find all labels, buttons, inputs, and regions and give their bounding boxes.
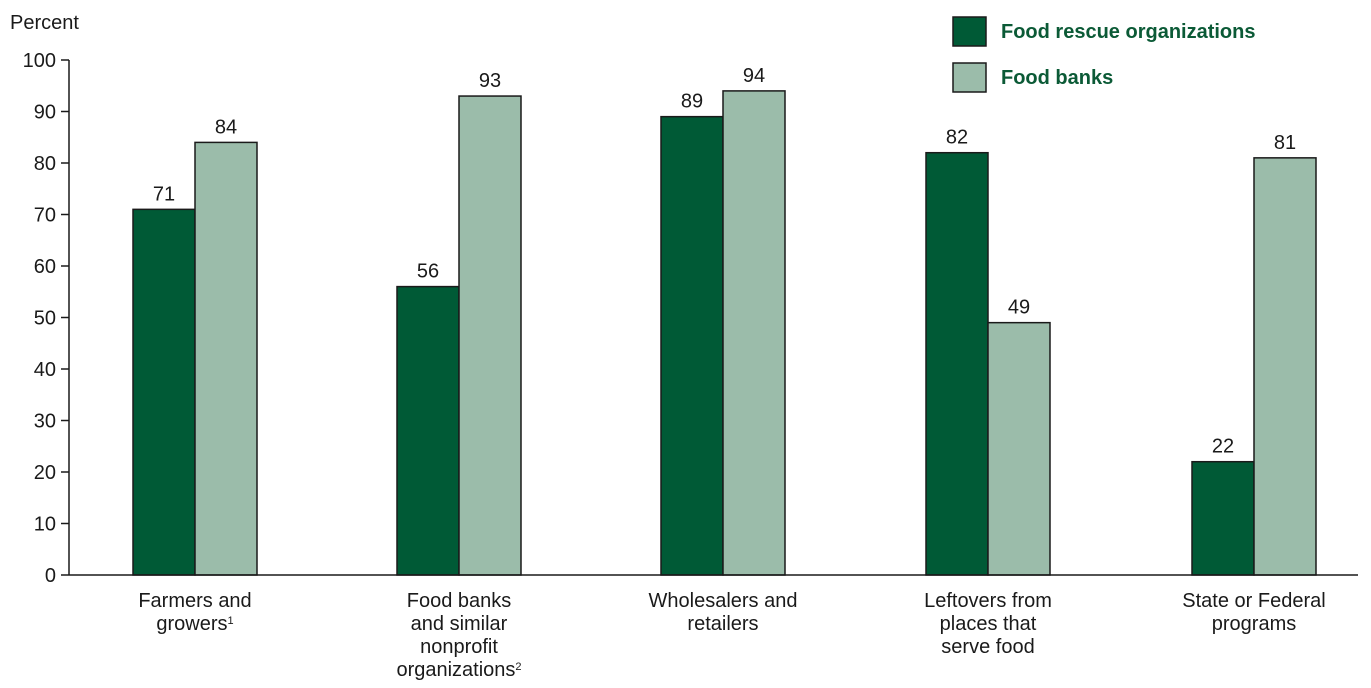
bar-food-rescue [925,151,989,576]
y-tick-label: 70 [34,205,56,227]
x-tick-label-line: Food banks [407,590,512,612]
legend-swatch-food-rescue [952,16,987,47]
bar-food-rescue [660,115,724,576]
bar-food-banks [722,90,786,576]
x-tick-label-line: serve food [941,636,1034,658]
y-axis-title: Percent [10,12,79,34]
y-axis: 0 10 20 30 40 50 60 70 80 90 100 [23,50,70,587]
x-tick-label-line: Wholesalers and [649,590,798,612]
x-axis: Farmers and growers1 Food banks and similar… [69,574,1358,681]
x-tick-label-line: Farmers and [138,590,251,612]
footnote-marker: 1 [228,615,234,627]
x-tick-label-line: programs [1212,613,1296,635]
x-tick-label-line: organizations [396,659,515,681]
data-label: 94 [743,65,765,87]
y-tick-label: 90 [34,102,56,124]
y-tick-label: 40 [34,359,56,381]
legend: Food rescue organizations Food banks [952,16,1255,93]
x-tick-label-line: nonprofit [420,636,498,658]
bar-food-rescue [396,285,460,576]
data-label: 71 [153,183,175,205]
x-tick-label-line: State or Federal [1182,590,1325,612]
legend-label-food-banks: Food banks [1001,67,1113,89]
data-label: 56 [417,261,439,283]
bar-food-banks [194,141,258,576]
data-labels: 71 56 89 82 22 84 93 94 49 81 [153,65,1296,458]
data-label: 82 [946,127,968,149]
x-tick-label-line: retailers [687,613,758,635]
x-tick-label: Leftovers from places that serve food [924,590,1052,658]
data-label: 84 [215,116,237,138]
y-tick-label: 80 [34,153,56,175]
y-tick-label: 0 [45,565,56,587]
x-tick-label: State or Federal programs [1182,590,1325,635]
bar-food-rescue [1191,460,1255,576]
y-tick-label: 20 [34,462,56,484]
y-tick-label: 100 [23,50,56,72]
bar-food-banks [987,321,1051,576]
x-tick-label: Farmers and growers1 [138,590,251,635]
legend-swatch-food-banks [952,62,987,93]
y-tick-label: 50 [34,308,56,330]
x-tick-label: Food banks and similar nonprofit organizati… [396,590,521,681]
x-tick-label-line: places that [940,613,1037,635]
x-tick-label-line: growers [156,613,227,635]
y-tick-label: 60 [34,256,56,278]
x-tick-label-line: and similar [411,613,508,635]
data-label: 93 [479,70,501,92]
y-tick-label: 30 [34,411,56,433]
legend-label-food-rescue: Food rescue organizations [1001,21,1255,43]
bars [132,90,1317,576]
data-label: 22 [1212,436,1234,458]
footnote-marker: 2 [515,661,521,673]
bar-food-banks [1253,157,1317,576]
data-label: 81 [1274,132,1296,154]
x-tick-label: Wholesalers and retailers [649,590,798,635]
y-tick-label: 10 [34,514,56,536]
data-label: 49 [1008,297,1030,319]
bar-food-rescue [132,208,196,576]
x-tick-label-line: Leftovers from [924,590,1052,612]
bar-food-banks [458,95,522,576]
data-label: 89 [681,91,703,113]
